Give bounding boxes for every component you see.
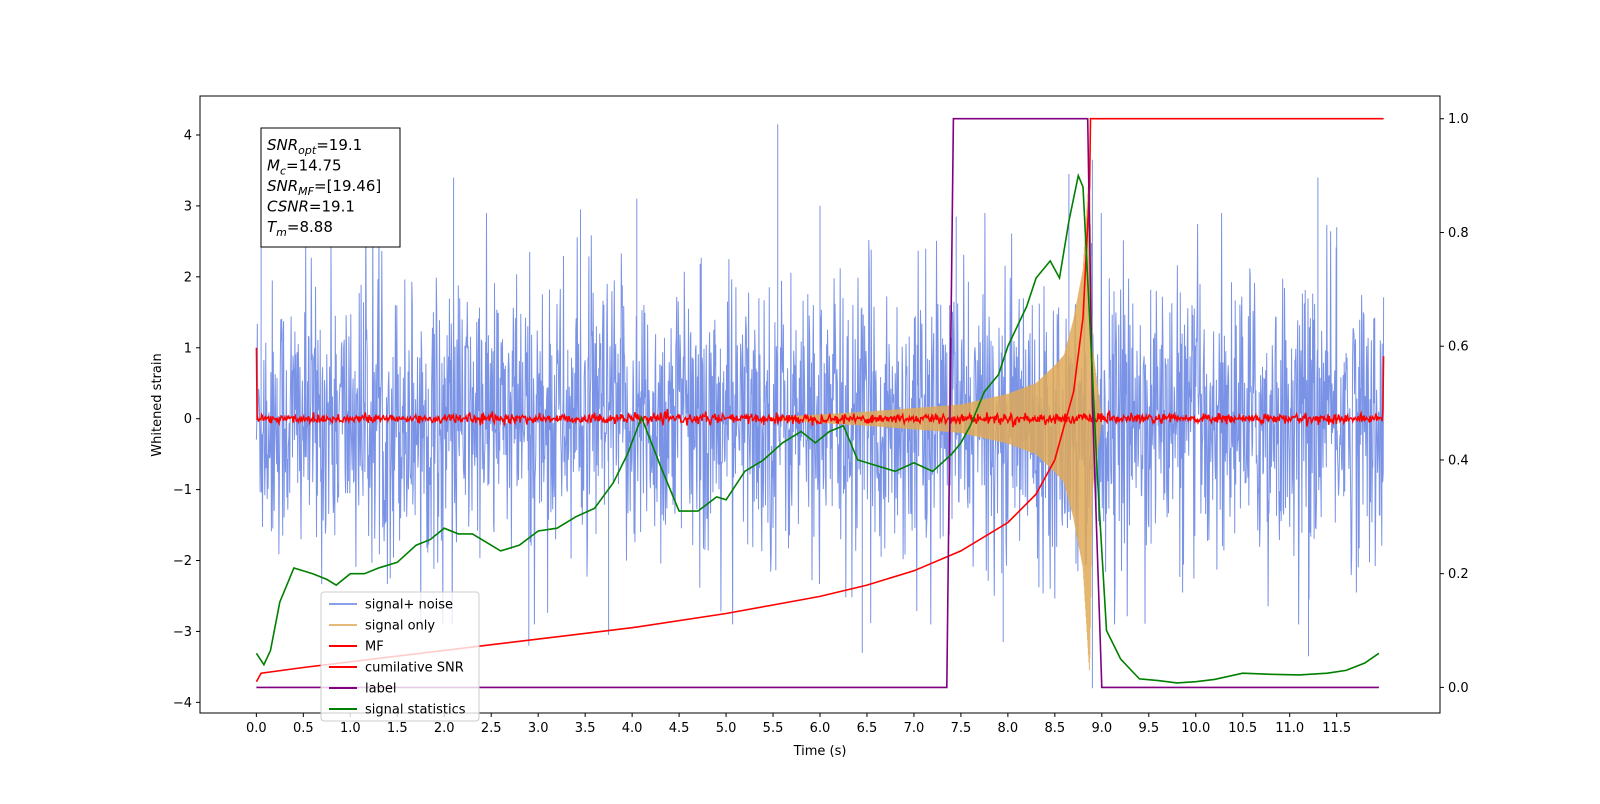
- x-tick-label: 0.0: [246, 721, 267, 736]
- x-tick-label: 3.5: [575, 721, 596, 736]
- x-tick-label: 2.0: [434, 721, 455, 736]
- y-tick-label: 4: [184, 129, 192, 144]
- y2-tick-label: 0.4: [1448, 453, 1469, 468]
- x-tick-label: 10.5: [1228, 721, 1257, 736]
- x-axis-label: Time (s): [793, 744, 847, 759]
- x-tick-label: 5.0: [716, 721, 737, 736]
- x-tick-label: 0.5: [293, 721, 314, 736]
- series-signal-noise: [255, 124, 1385, 689]
- x-tick-label: 7.5: [951, 721, 972, 736]
- legend: signal+ noise signal only MF cumilative SNR…: [320, 591, 480, 722]
- annotation-box: SNRopt=19.1Mc=14.75SNRMF=[19.46]CSNR=19.…: [260, 127, 401, 248]
- y2-tick-label: 0.2: [1448, 567, 1469, 582]
- y-axis-left: −4 −3 −2 −1 0 1 2 3 4: [173, 129, 200, 711]
- y2-tick-label: 0.0: [1448, 681, 1469, 696]
- x-tick-label: 6.5: [857, 721, 878, 736]
- y2-tick-label: 1.0: [1448, 112, 1469, 127]
- y-tick-label: −3: [173, 625, 192, 640]
- x-tick-label: 9.5: [1138, 721, 1159, 736]
- annotation-line: SNRMF=[19.46]: [267, 177, 381, 198]
- annotation-line: SNRopt=19.1: [267, 136, 362, 157]
- legend-label: MF: [365, 640, 384, 655]
- x-tick-label: 5.5: [763, 721, 784, 736]
- x-tick-label: 10.0: [1181, 721, 1210, 736]
- annotation-line: Mc=14.75: [267, 157, 342, 178]
- annotation-line: CSNR=19.1: [267, 198, 355, 216]
- x-tick-label: 6.0: [810, 721, 831, 736]
- series-mf: [255, 347, 1385, 428]
- annotation-frame: [260, 127, 401, 248]
- x-tick-label: 4.0: [622, 721, 643, 736]
- x-tick-label: 4.5: [669, 721, 690, 736]
- y-tick-label: 2: [184, 270, 192, 285]
- x-tick-label: 9.0: [1091, 721, 1112, 736]
- x-tick-label: 3.0: [528, 721, 549, 736]
- y2-tick-label: 0.8: [1448, 226, 1469, 241]
- x-tick-label: 8.0: [998, 721, 1019, 736]
- y-tick-label: 1: [184, 341, 192, 356]
- annotation-line: Tm=8.88: [267, 218, 333, 239]
- y-tick-label: −1: [173, 483, 192, 498]
- y2-tick-label: 0.6: [1448, 340, 1469, 355]
- y-axis-right: 0.0 0.2 0.4 0.6 0.8 1.0: [1440, 112, 1469, 696]
- x-tick-label: 7.0: [904, 721, 925, 736]
- series-label: [256, 117, 1379, 689]
- x-axis: 0.0 0.5 1.0 1.5 2.0 2.5 3.0 3.5 4.0 4.5 5.0 5.5 6.0 6…: [246, 713, 1351, 736]
- x-tick-label: 8.5: [1045, 721, 1066, 736]
- series-signal-statistics: [255, 172, 1380, 684]
- legend-label: cumilative SNR: [365, 661, 464, 676]
- y-axis-label: Whitened strain: [150, 353, 165, 456]
- legend-label: signal only: [365, 619, 435, 634]
- y-tick-label: 3: [184, 199, 192, 214]
- x-tick-label: 2.5: [481, 721, 502, 736]
- legend-label: signal statistics: [365, 703, 466, 718]
- y-tick-label: −4: [173, 696, 192, 711]
- y-tick-label: −2: [173, 554, 192, 569]
- x-tick-label: 1.0: [340, 721, 361, 736]
- x-tick-label: 1.5: [387, 721, 408, 736]
- x-tick-label: 11.0: [1275, 721, 1304, 736]
- y-tick-label: 0: [184, 412, 192, 427]
- legend-label: signal+ noise: [365, 598, 453, 613]
- legend-label: label: [365, 682, 396, 697]
- legend-frame: [320, 591, 480, 722]
- x-tick-label: 11.5: [1322, 721, 1351, 736]
